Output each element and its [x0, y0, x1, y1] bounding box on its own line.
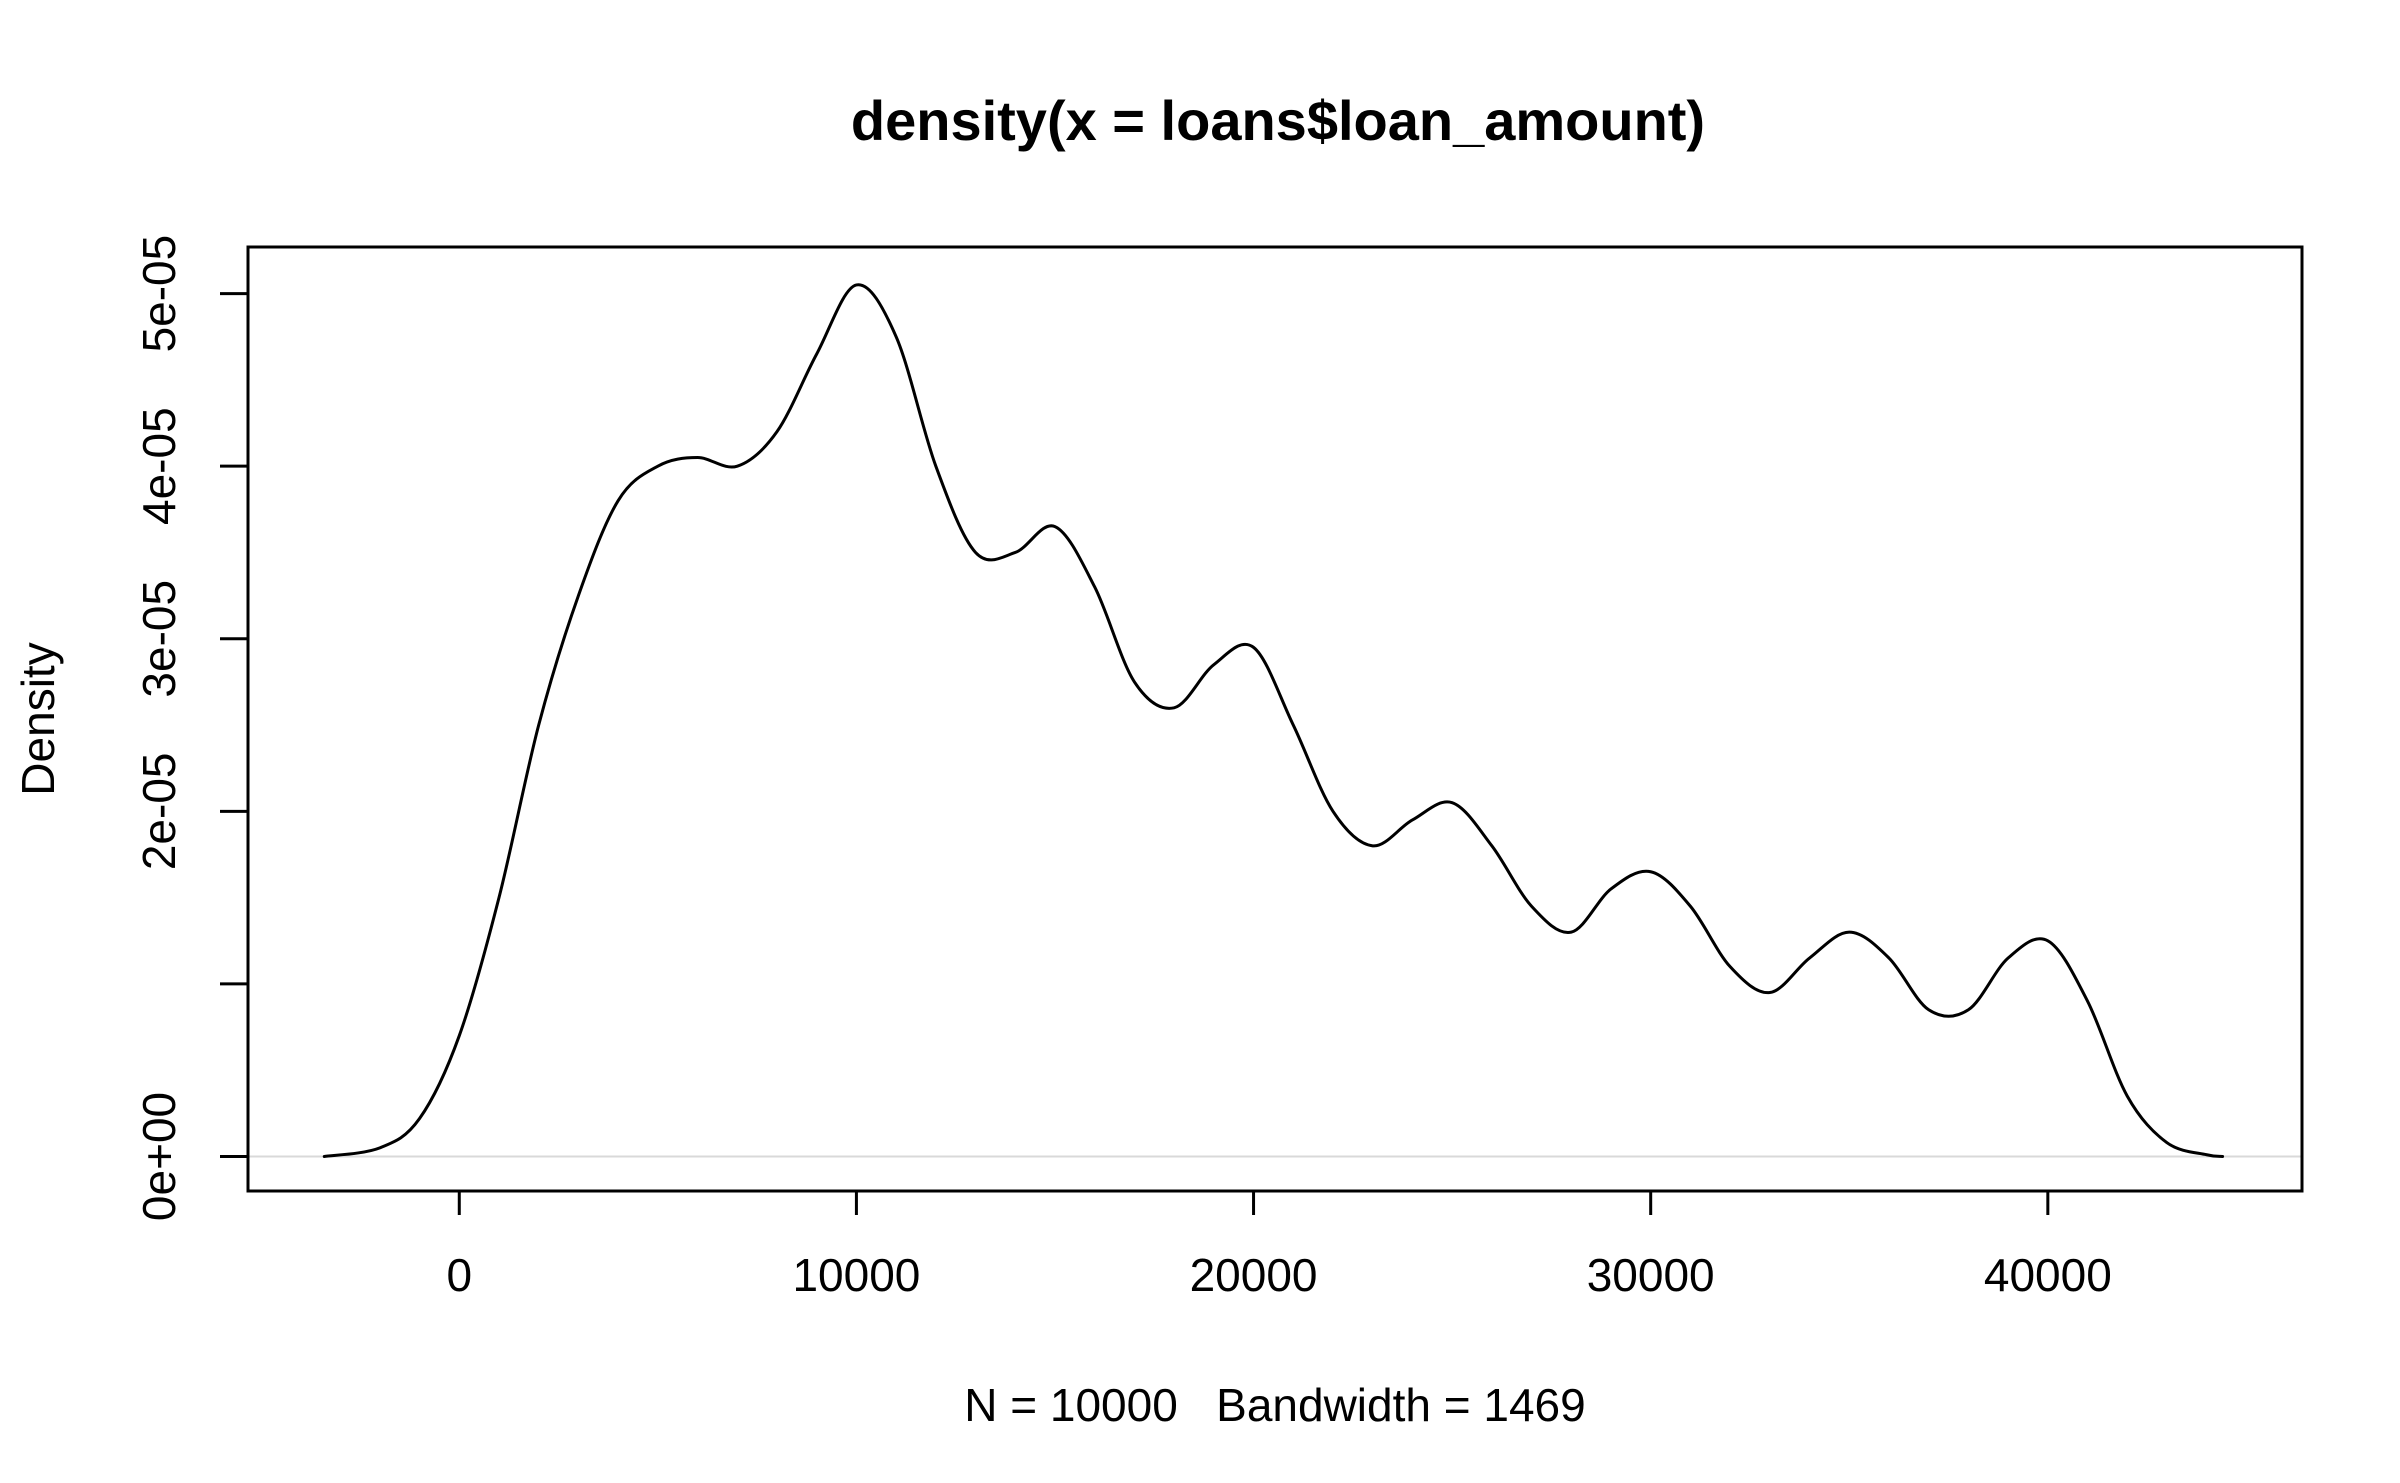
chart-title: density(x = loans$loan_amount): [851, 89, 1705, 152]
y-tick-label: 5e-05: [133, 235, 185, 353]
x-tick-label: 10000: [792, 1249, 920, 1301]
y-tick-label: 2e-05: [133, 753, 185, 871]
y-axis: 0e+00 2e-05 3e-05 4e-05 5e-05: [133, 235, 250, 1221]
x-axis-label: N = 10000 Bandwidth = 1469: [964, 1379, 1585, 1431]
density-curve: [322, 283, 2225, 1158]
x-tick-label: 40000: [1984, 1249, 2112, 1301]
x-tick-label: 30000: [1587, 1249, 1715, 1301]
y-tick-label: 0e+00: [133, 1092, 185, 1221]
x-tick-label: 0: [446, 1249, 472, 1301]
y-tick-label: 4e-05: [133, 407, 185, 525]
x-tick-label: 20000: [1190, 1249, 1318, 1301]
y-tick-label: 3e-05: [133, 580, 185, 698]
density-curve-layer: [322, 283, 2225, 1158]
y-axis-label: Density: [12, 642, 64, 795]
x-axis: 0 10000 20000 30000 40000: [446, 1189, 2112, 1301]
